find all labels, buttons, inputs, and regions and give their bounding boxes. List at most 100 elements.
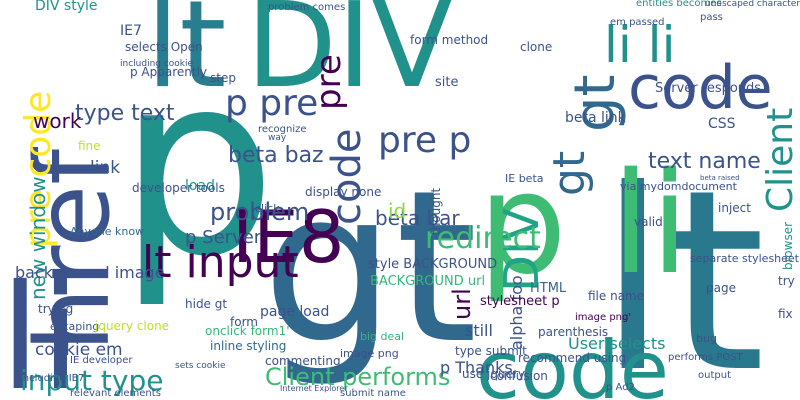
word: thought: [429, 188, 443, 235]
word: confusion: [490, 369, 548, 383]
word: fine: [78, 139, 101, 153]
word: entities becomes: [636, 0, 722, 9]
word: code: [476, 324, 669, 400]
word: developer tools: [132, 181, 225, 195]
word: via mydomdocument: [620, 180, 738, 193]
word: image png': [575, 312, 631, 323]
word: site: [435, 75, 458, 90]
word: beta baz: [228, 143, 324, 168]
word: p pre: [225, 83, 318, 124]
word: output: [698, 370, 731, 381]
word: recognize: [258, 124, 307, 135]
word: new window: [26, 176, 50, 300]
word: pre: [309, 54, 349, 110]
word: browser: [781, 222, 795, 270]
word: lt: [598, 136, 765, 400]
word: including cookie: [120, 59, 194, 69]
word: trying: [38, 302, 73, 316]
word: li: [0, 254, 81, 400]
word: hide gt: [185, 297, 227, 311]
word: DIV: [494, 208, 550, 292]
word: IE beta: [505, 172, 544, 185]
word: beta bar: [375, 206, 460, 230]
word: display none: [305, 185, 381, 199]
word: pre p: [378, 120, 471, 161]
word: url: [448, 288, 476, 320]
word: li li: [604, 16, 675, 74]
word: p Ad2: [606, 382, 635, 393]
word: p Server: [185, 227, 262, 248]
word: gt: [262, 145, 478, 390]
word: relevant elements: [70, 388, 161, 399]
word: alpha foo: [507, 275, 526, 350]
word: selects Open: [125, 40, 203, 54]
word: big deal: [360, 330, 404, 343]
word: link: [90, 158, 120, 178]
word: use jquery: [462, 367, 525, 381]
word: work: [33, 109, 82, 133]
word: way: [268, 133, 287, 143]
word: text name: [648, 149, 761, 174]
word: jquery clone: [94, 319, 169, 333]
word: IE developer: [70, 355, 133, 366]
word: form method: [410, 33, 488, 47]
word: valid: [634, 215, 663, 229]
word: step: [210, 71, 236, 85]
word: type submit: [455, 344, 527, 358]
word: clone: [520, 40, 552, 54]
word: cookie em: [35, 340, 123, 360]
word: href: [14, 147, 133, 352]
word: inject: [718, 201, 751, 215]
word: still: [465, 321, 493, 340]
word: lt input: [142, 237, 299, 288]
word: Client performs: [265, 363, 450, 391]
word: em passed: [610, 17, 664, 28]
word: stylesheet p: [480, 294, 560, 309]
word: background image: [15, 263, 165, 282]
word: submit name: [340, 388, 406, 399]
word: code: [628, 53, 773, 123]
word: p Apparently: [130, 65, 207, 79]
word: escaping: [50, 320, 99, 333]
word: try: [778, 274, 795, 288]
word: image png: [340, 347, 399, 360]
word: page: [706, 281, 736, 295]
word: pre code: [18, 91, 59, 248]
word: lt: [146, 0, 226, 115]
word: separate stylesheet: [690, 252, 800, 265]
word: IE7: [120, 23, 142, 39]
word: gt: [563, 74, 628, 132]
word: input type: [20, 364, 163, 397]
word: Server responds: [655, 81, 761, 96]
word: p Thanks: [440, 358, 513, 377]
word: BACKGROUND url: [370, 274, 485, 289]
word: problem comes: [268, 2, 345, 13]
word: Client: [760, 108, 800, 212]
word: HTML: [530, 281, 567, 296]
word: id: [388, 199, 406, 223]
word: recommend using: [518, 351, 626, 365]
word: commenting: [265, 354, 341, 368]
word: unescaped characters: [705, 0, 800, 9]
word: type text: [75, 101, 175, 126]
word: p: [118, 20, 277, 311]
word: click: [255, 202, 280, 215]
word: User selects: [568, 334, 665, 353]
word: CSS: [708, 116, 736, 132]
word: style BACKGROUND: [368, 257, 497, 272]
word: fix: [778, 307, 793, 321]
word: page load: [260, 304, 329, 320]
word: DIV style: [35, 0, 98, 14]
word: DIV: [246, 0, 452, 114]
word: form: [230, 315, 258, 329]
word: code: [324, 129, 370, 225]
word: beta raised: [700, 174, 740, 182]
word: gt: [544, 151, 595, 196]
word: performs POST: [668, 352, 744, 363]
word: problem: [210, 198, 309, 226]
word: bug: [696, 332, 717, 345]
word: Internet Explorer: [280, 384, 348, 393]
word: parenthesis: [538, 325, 608, 339]
word: file name: [588, 289, 644, 303]
